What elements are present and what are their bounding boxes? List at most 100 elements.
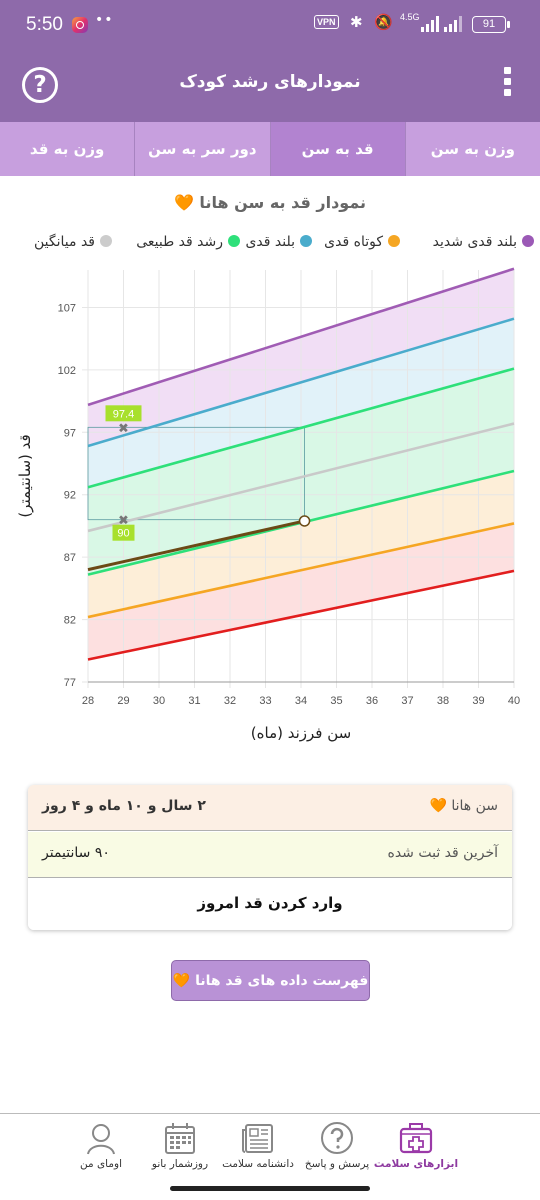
x-axis-label: سن فرزند (ماه)	[251, 724, 351, 742]
last-height-label: آخرین قد ثبت شده	[387, 845, 499, 861]
percentile-line	[87, 367, 515, 489]
y-tick-label: 92	[64, 490, 76, 502]
age-value: ۲ سال و ۱۰ ماه و ۴ روز	[42, 798, 206, 814]
child-height-line	[87, 519, 305, 572]
legend-item[interactable]: رشد قد طبیعی	[136, 234, 240, 250]
legend-label: قد میانگین	[34, 234, 95, 250]
signal-icon-2	[444, 16, 462, 32]
y-tick-label: 82	[64, 615, 76, 627]
tab-weight-for-age[interactable]: وزن به سن	[430, 140, 515, 158]
chart-legend: بلند قدی شدید کوتاه قدی بلند قدی رشد قد …	[0, 234, 540, 256]
app-bar: ? نمودارهای رشد کودک	[0, 50, 540, 122]
tab-bar: وزن به قد دور سر به سن قد به سن وزن به س…	[0, 122, 540, 176]
user-icon	[87, 1124, 115, 1155]
nav-item-questions[interactable]: پرسش و پاسخ	[292, 1114, 382, 1186]
nav-item-period-tracker[interactable]: روزشمار بانو	[135, 1114, 225, 1186]
nav-label: ابزارهای سلامت	[373, 1158, 459, 1170]
home-indicator[interactable]	[170, 1186, 370, 1191]
legend-label: بلند قدی شدید	[432, 234, 517, 250]
percentile-line	[87, 267, 515, 407]
bottom-navigation: اومای من روزشمار بانو دانشنامه سلامت پرس…	[0, 1113, 540, 1185]
x-marker-icon: ✖	[118, 421, 129, 436]
x-tick-label: 38	[437, 695, 449, 707]
current-point	[298, 515, 311, 527]
legend-dot	[388, 235, 400, 247]
nav-label: روزشمار بانو	[151, 1158, 209, 1170]
legend-item[interactable]: بلند قدی شدید	[433, 234, 534, 250]
reference-box	[87, 426, 305, 521]
legend-item[interactable]: قد میانگین	[34, 234, 112, 250]
health-kit-icon	[399, 1123, 433, 1154]
x-tick-label: 36	[366, 695, 378, 707]
legend-dot	[522, 235, 534, 247]
height-data-list-button[interactable]: فهرست داده های قد هانا 🧡	[171, 960, 370, 1001]
x-tick-label: 35	[330, 695, 342, 707]
x-tick-label: 31	[188, 695, 200, 707]
question-icon	[321, 1122, 353, 1154]
percentile-line	[87, 522, 515, 619]
signal-icon	[421, 16, 439, 32]
last-height-value: ۹۰ سانتیمتر	[42, 845, 110, 861]
tab-height-for-age[interactable]: قد به سن	[270, 122, 406, 176]
more-notifications-icon: ••	[95, 12, 114, 28]
x-tick-label: 28	[82, 695, 94, 707]
tab-weight-for-height[interactable]: وزن به قد	[0, 122, 136, 176]
nav-item-health-encyclopedia[interactable]: دانشنامه سلامت	[213, 1114, 303, 1186]
question-circle-icon[interactable]: ?	[22, 67, 58, 103]
y-axis-label: قد (سانتیمتر)	[16, 434, 34, 517]
nav-label: پرسش و پاسخ	[304, 1158, 370, 1170]
percentile-line	[87, 569, 515, 661]
x-marker-icon: ✖	[118, 514, 129, 529]
x-tick-label: 40	[508, 695, 520, 707]
y-tick-label: 107	[58, 302, 76, 314]
vertical-dots-icon[interactable]	[497, 67, 517, 103]
x-tick-label: 32	[224, 695, 236, 707]
x-tick-label: 34	[295, 695, 307, 707]
instagram-icon	[72, 17, 88, 33]
tab-head-for-age[interactable]: دور سر به سن	[135, 122, 271, 176]
marker-label-bg	[105, 405, 142, 422]
last-height-row: آخرین قد ثبت شده ۹۰ سانتیمتر	[28, 832, 512, 878]
nav-item-health-tools[interactable]: ابزارهای سلامت	[371, 1114, 461, 1186]
status-time: 5:50	[26, 14, 63, 35]
age-row: سن هانا 🧡 ۲ سال و ۱۰ ماه و ۴ روز	[28, 785, 512, 831]
network-type: 4.5G	[400, 12, 420, 22]
age-label: سن هانا 🧡	[429, 798, 498, 814]
x-tick-label: 37	[401, 695, 413, 707]
y-tick-label: 87	[64, 552, 76, 564]
x-tick-label: 29	[117, 695, 129, 707]
y-tick-label: 102	[58, 365, 76, 377]
legend-dot	[100, 235, 112, 247]
mute-icon: 🔕	[374, 13, 393, 31]
page-title: نمودارهای رشد کودک	[179, 72, 361, 92]
x-tick-label: 39	[472, 695, 484, 707]
legend-item[interactable]: بلند قدی	[245, 234, 312, 250]
marker-label: 90	[117, 528, 129, 540]
enter-height-row[interactable]: وارد کردن قد امروز	[28, 879, 512, 930]
y-tick-label: 77	[64, 677, 76, 689]
marker-label-bg	[112, 524, 135, 541]
percentile-line	[87, 317, 515, 448]
legend-label: رشد قد طبیعی	[136, 234, 223, 250]
vpn-badge: VPN	[314, 15, 339, 29]
nav-label: دانشنامه سلامت	[222, 1158, 294, 1170]
x-tick-label: 30	[153, 695, 165, 707]
percentile-line	[87, 422, 515, 533]
enter-height-button[interactable]: وارد کردن قد امروز	[197, 894, 343, 912]
info-card: سن هانا 🧡 ۲ سال و ۱۰ ماه و ۴ روز آخرین ق…	[28, 785, 512, 930]
x-tick-label: 33	[259, 695, 271, 707]
legend-item[interactable]: کوتاه قدی	[324, 234, 400, 250]
y-tick-label: 97	[64, 427, 76, 439]
marker-label: 97.4	[113, 408, 134, 420]
newspaper-icon	[242, 1124, 273, 1153]
calendar-icon	[165, 1123, 195, 1154]
legend-label: کوتاه قدی	[324, 234, 383, 250]
legend-dot	[300, 235, 312, 247]
status-bar: 5:50 •• VPN ✱ 🔕 4.5G 91	[0, 0, 540, 50]
nav-item-my-oma[interactable]: اومای من	[56, 1114, 146, 1186]
legend-dot	[228, 235, 240, 247]
legend-label: بلند قدی	[245, 234, 295, 250]
height-for-age-chart: 28 29 30 31 32 33 34 35 36 37 38 39 40 77 82 87 92 97 102 1…	[16, 267, 520, 742]
chart-title: نمودار قد به سن هانا 🧡	[173, 193, 367, 212]
